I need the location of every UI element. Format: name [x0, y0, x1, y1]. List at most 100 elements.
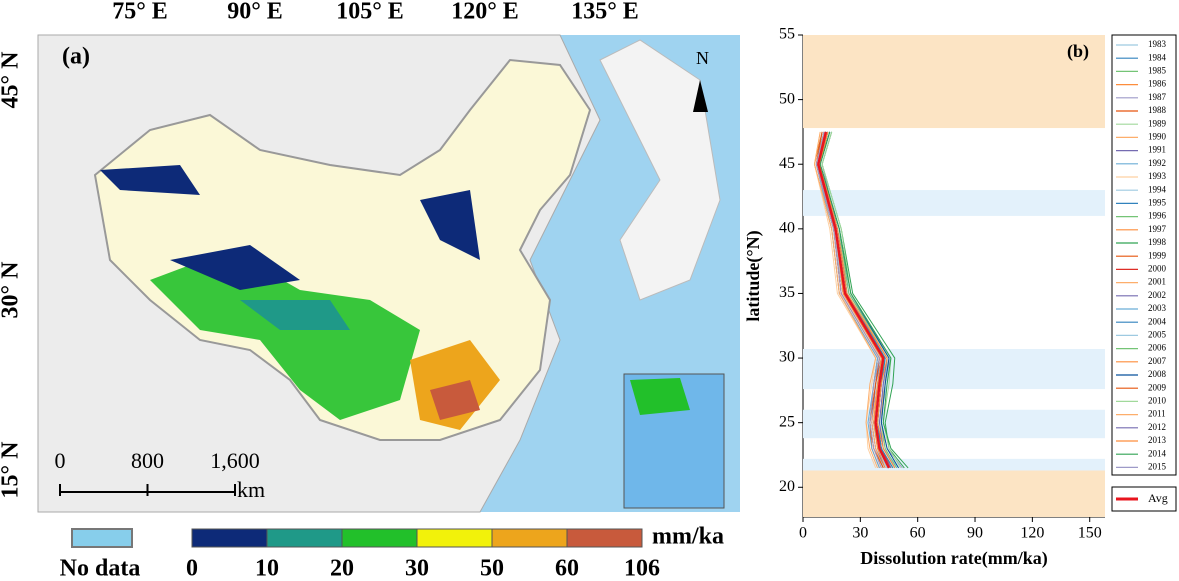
y-tick-label: 35	[779, 284, 795, 301]
series-line	[815, 131, 880, 469]
legend-label: 2003	[1148, 303, 1167, 313]
lon-label: 75° E	[112, 0, 168, 25]
legend-label: 1997	[1148, 224, 1167, 234]
north-label: N	[696, 48, 709, 68]
series-line	[819, 131, 909, 469]
x-tick-label: 60	[910, 525, 926, 542]
lat-label: 45° N	[0, 51, 24, 109]
legend-label: 1984	[1148, 52, 1167, 62]
x-tick-label: 120	[1020, 525, 1044, 542]
x-tick-label: 30	[852, 525, 868, 542]
plot	[803, 35, 1105, 517]
x-tick-label: 90	[967, 525, 983, 542]
scale-unit: km	[237, 477, 265, 502]
panel-label: (a)	[62, 44, 90, 70]
legend-label: 1987	[1148, 92, 1167, 102]
legend-label: 2011	[1148, 409, 1166, 419]
legend-label: 2013	[1148, 435, 1167, 445]
legend-label: 2009	[1148, 382, 1167, 392]
legend-label: 2007	[1148, 356, 1167, 366]
lon-label: 120° E	[451, 0, 519, 25]
legend-unit: mm/ka	[652, 524, 724, 550]
legend-box	[1111, 34, 1177, 476]
no-data-swatch	[71, 528, 133, 548]
region	[100, 165, 480, 290]
legend-label: 1995	[1148, 197, 1167, 207]
legend-label: 1988	[1148, 105, 1167, 115]
legend-label: 1993	[1148, 171, 1167, 181]
legend-label: 2002	[1148, 290, 1166, 300]
panel-label: (b)	[1067, 41, 1089, 62]
legend-swatch	[191, 528, 268, 548]
region	[430, 380, 480, 420]
y-axis-label: latitude(°N)	[743, 230, 764, 321]
north-arrow	[693, 80, 708, 112]
legend-break: 106	[624, 556, 660, 581]
scale-label: 0	[55, 448, 66, 473]
legend-label: 2008	[1148, 369, 1167, 379]
lat-label: 30° N	[0, 261, 24, 319]
legend-label: 1989	[1148, 118, 1167, 128]
legend-label: 2010	[1148, 395, 1167, 405]
x-tick-label: 0	[799, 525, 807, 542]
scale-label: 1,600	[210, 448, 260, 473]
legend-swatch	[416, 528, 493, 548]
legend-break: 50	[480, 556, 504, 581]
legend-label: 1991	[1148, 145, 1166, 155]
y-tick-label: 20	[779, 478, 795, 495]
band	[803, 349, 1105, 390]
legend-break: 10	[255, 556, 279, 581]
legend-label: 1983	[1148, 39, 1167, 49]
band	[803, 190, 1105, 216]
x-tick-label: 150	[1078, 525, 1102, 542]
no-data-label: No data	[60, 556, 141, 581]
series-line	[815, 131, 882, 469]
legend-label: 2000	[1148, 263, 1167, 273]
region	[150, 250, 420, 420]
y-tick-label: 55	[779, 26, 795, 43]
band	[803, 409, 1105, 439]
legend-label: Avg	[1148, 491, 1168, 505]
legend-label: 2014	[1148, 448, 1167, 458]
legend-label: 2001	[1148, 277, 1166, 287]
avg-line	[817, 131, 891, 469]
legend-label: 1985	[1148, 65, 1167, 75]
legend-label: 1996	[1148, 211, 1167, 221]
band	[803, 35, 1105, 129]
legend-label: 2006	[1148, 343, 1167, 353]
legend-label: 2012	[1148, 422, 1166, 432]
legend-swatch	[566, 528, 643, 548]
legend-break: 60	[555, 556, 579, 581]
lon-label: 135° E	[571, 0, 639, 25]
band	[803, 458, 1105, 471]
y-tick-label: 45	[779, 155, 795, 172]
legend-swatch	[491, 528, 568, 548]
legend-label: 2005	[1148, 329, 1167, 339]
map: N (a) km	[37, 34, 740, 513]
x-axis-label: Dissolution rate(mm/ka)	[860, 548, 1048, 569]
region	[240, 300, 350, 330]
y-tick-label: 50	[779, 90, 795, 107]
y-tick-label: 25	[779, 413, 795, 430]
legend-label: 1999	[1148, 250, 1167, 260]
legend-label: 1994	[1148, 184, 1167, 194]
legend-swatch	[341, 528, 418, 548]
y-tick-label: 30	[779, 349, 795, 366]
legend-label: 2004	[1148, 316, 1167, 326]
scale-label: 800	[131, 448, 164, 473]
lat-label: 15° N	[0, 441, 24, 499]
legend-label: 2015	[1148, 461, 1167, 471]
lon-label: 105° E	[336, 0, 404, 25]
inset-region	[630, 378, 690, 415]
legend-label: 1986	[1148, 79, 1167, 89]
legend-swatch	[266, 528, 343, 548]
legend-label: 1990	[1148, 131, 1167, 141]
legend-break: 0	[186, 556, 198, 581]
legend-break: 20	[330, 556, 354, 581]
y-tick-label: 40	[779, 220, 795, 237]
legend-label: 1992	[1148, 158, 1166, 168]
legend-break: 30	[405, 556, 429, 581]
band	[803, 470, 1105, 517]
land	[599, 39, 721, 301]
legend-label: 1998	[1148, 237, 1167, 247]
